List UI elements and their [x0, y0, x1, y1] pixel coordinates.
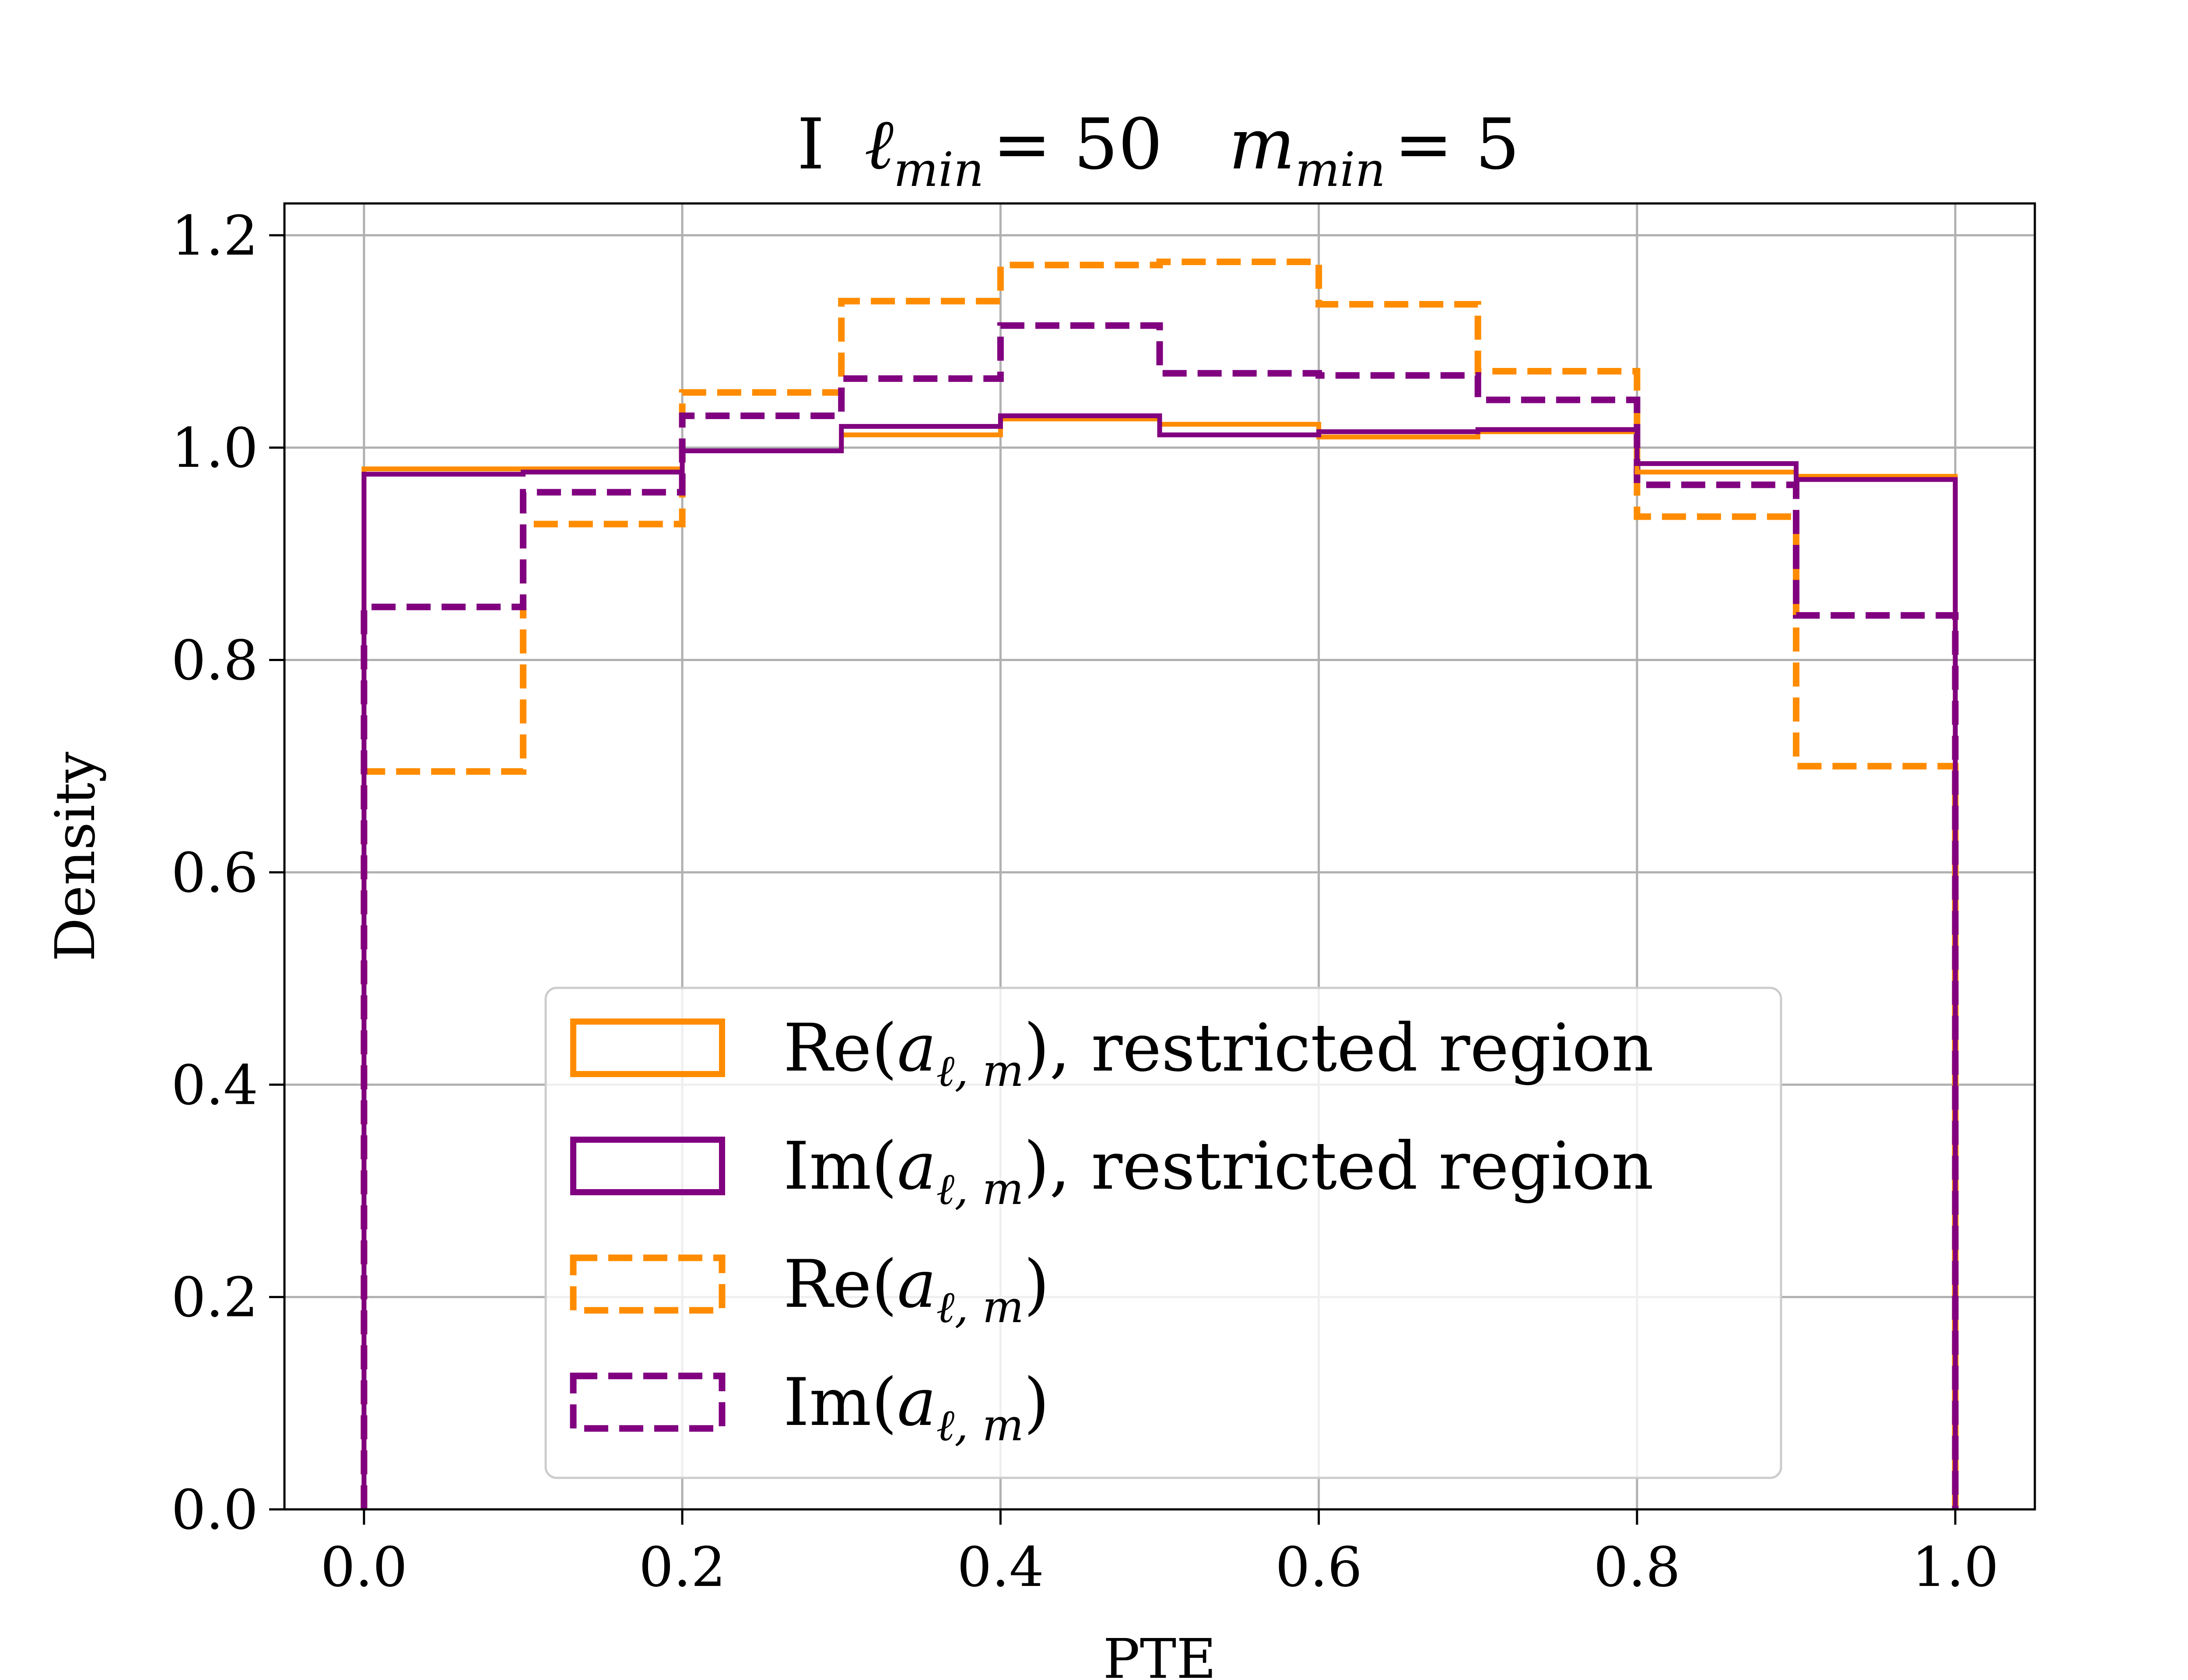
- legend-label-prefix: Re(: [783, 1010, 897, 1086]
- legend-label: Re(aℓ, m): [783, 1246, 1049, 1333]
- legend-label-base: a: [897, 1010, 936, 1086]
- legend-swatch: [570, 1254, 726, 1314]
- y-tick-label: 0.2: [171, 1266, 258, 1330]
- legend-label-sub: ℓ, m: [936, 1045, 1024, 1096]
- legend-label-prefix: Im(: [783, 1128, 897, 1204]
- title-prefix: I: [797, 103, 824, 185]
- plot-frame: [283, 202, 2036, 1511]
- legend-label-suffix: ), restricted region: [1024, 1010, 1654, 1086]
- x-axis-label: PTE: [1103, 1628, 1217, 1680]
- title-ell: ℓ: [864, 103, 894, 185]
- title-ell-value: = 50: [992, 103, 1163, 185]
- chart-title: I ℓmin = 50 mmin = 5: [797, 103, 1520, 197]
- legend-label-sub: ℓ, m: [936, 1163, 1024, 1214]
- legend-label-base: a: [897, 1128, 936, 1204]
- legend-label-base: a: [897, 1365, 936, 1441]
- y-tick-label: 0.6: [171, 841, 258, 905]
- legend-label-suffix: ): [1024, 1365, 1050, 1441]
- x-tick-label: 0.8: [1594, 1536, 1681, 1599]
- x-tick-label: 0.0: [320, 1536, 407, 1599]
- x-tick-label: 0.2: [639, 1536, 726, 1599]
- x-tick-label: 1.0: [1912, 1536, 1999, 1599]
- histogram-step-1: [361, 413, 1958, 1509]
- y-axis-label: Density: [44, 752, 107, 962]
- x-tick-label: 0.4: [957, 1536, 1044, 1599]
- x-tick-label: 0.6: [1275, 1536, 1362, 1599]
- legend-label-prefix: Im(: [783, 1365, 897, 1441]
- legend-label: Re(aℓ, m), restricted region: [783, 1010, 1654, 1096]
- legend-label-prefix: Re(: [783, 1246, 897, 1323]
- legend-swatch: [570, 1018, 725, 1077]
- legend-swatch: [570, 1372, 726, 1432]
- series-layer: [361, 258, 1959, 1509]
- title-m-value: = 5: [1394, 103, 1520, 185]
- y-tick-label: 1.2: [171, 204, 258, 268]
- legend-label-suffix: ): [1024, 1246, 1050, 1323]
- title-m: m: [1229, 103, 1295, 185]
- legend-label-base: a: [897, 1246, 936, 1323]
- y-tick-label: 0.0: [171, 1478, 258, 1542]
- legend-label: Im(aℓ, m): [783, 1365, 1049, 1451]
- y-tick-label: 0.8: [171, 629, 258, 693]
- legend-label-suffix: ), restricted region: [1024, 1128, 1654, 1204]
- histogram-step-3: [361, 322, 1959, 1509]
- legend-label-sub: ℓ, m: [936, 1281, 1024, 1333]
- axis-ticks: 0.0 0.2 0.4 0.6 0.8 1.0 0.0 0.2 0.4 0.6 0.8 1.0 1.2: [171, 204, 1999, 1599]
- legend-swatch: [570, 1137, 725, 1195]
- legend-box: [544, 987, 1782, 1479]
- title-ell-sub: min: [894, 143, 984, 197]
- histogram-step-2: [361, 258, 1959, 1509]
- title-m-sub: min: [1295, 143, 1386, 197]
- legend-label-sub: ℓ, m: [936, 1400, 1024, 1451]
- legend-label: Im(aℓ, m), restricted region: [783, 1128, 1654, 1214]
- y-tick-label: 0.4: [171, 1054, 258, 1117]
- y-tick-label: 1.0: [171, 416, 258, 480]
